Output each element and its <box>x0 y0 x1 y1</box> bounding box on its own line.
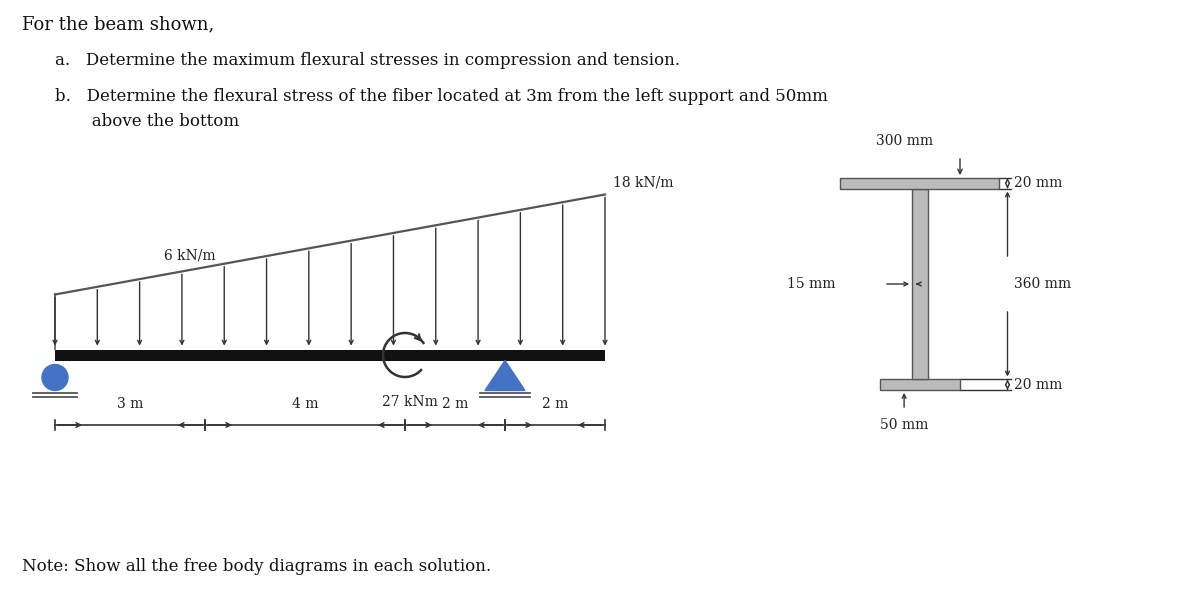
Text: 6 kN/m: 6 kN/m <box>164 248 216 262</box>
Bar <box>881 379 960 390</box>
Text: Note: Show all the free body diagrams in each solution.: Note: Show all the free body diagrams in… <box>22 558 491 575</box>
Text: 360 mm: 360 mm <box>1014 277 1070 291</box>
Text: 3 m: 3 m <box>116 397 143 411</box>
Text: 2 m: 2 m <box>542 397 568 411</box>
Text: 20 mm: 20 mm <box>1014 176 1062 190</box>
Text: 15 mm: 15 mm <box>787 277 835 291</box>
Text: 27 kNm: 27 kNm <box>382 395 438 409</box>
Text: 18 kN/m: 18 kN/m <box>613 176 673 190</box>
Bar <box>55 350 605 361</box>
Text: 4 m: 4 m <box>292 397 318 411</box>
Text: 300 mm: 300 mm <box>876 134 934 148</box>
Text: 50 mm: 50 mm <box>880 418 929 432</box>
Bar <box>912 188 928 379</box>
Polygon shape <box>485 361 526 390</box>
Bar <box>840 178 1000 188</box>
Text: b.   Determine the flexural stress of the fiber located at 3m from the left supp: b. Determine the flexural stress of the … <box>55 88 828 130</box>
Text: 2 m: 2 m <box>442 397 468 411</box>
Text: 20 mm: 20 mm <box>1014 378 1062 392</box>
Circle shape <box>42 365 68 390</box>
Text: For the beam shown,: For the beam shown, <box>22 15 215 33</box>
Text: a.   Determine the maximum flexural stresses in compression and tension.: a. Determine the maximum flexural stress… <box>55 52 680 69</box>
